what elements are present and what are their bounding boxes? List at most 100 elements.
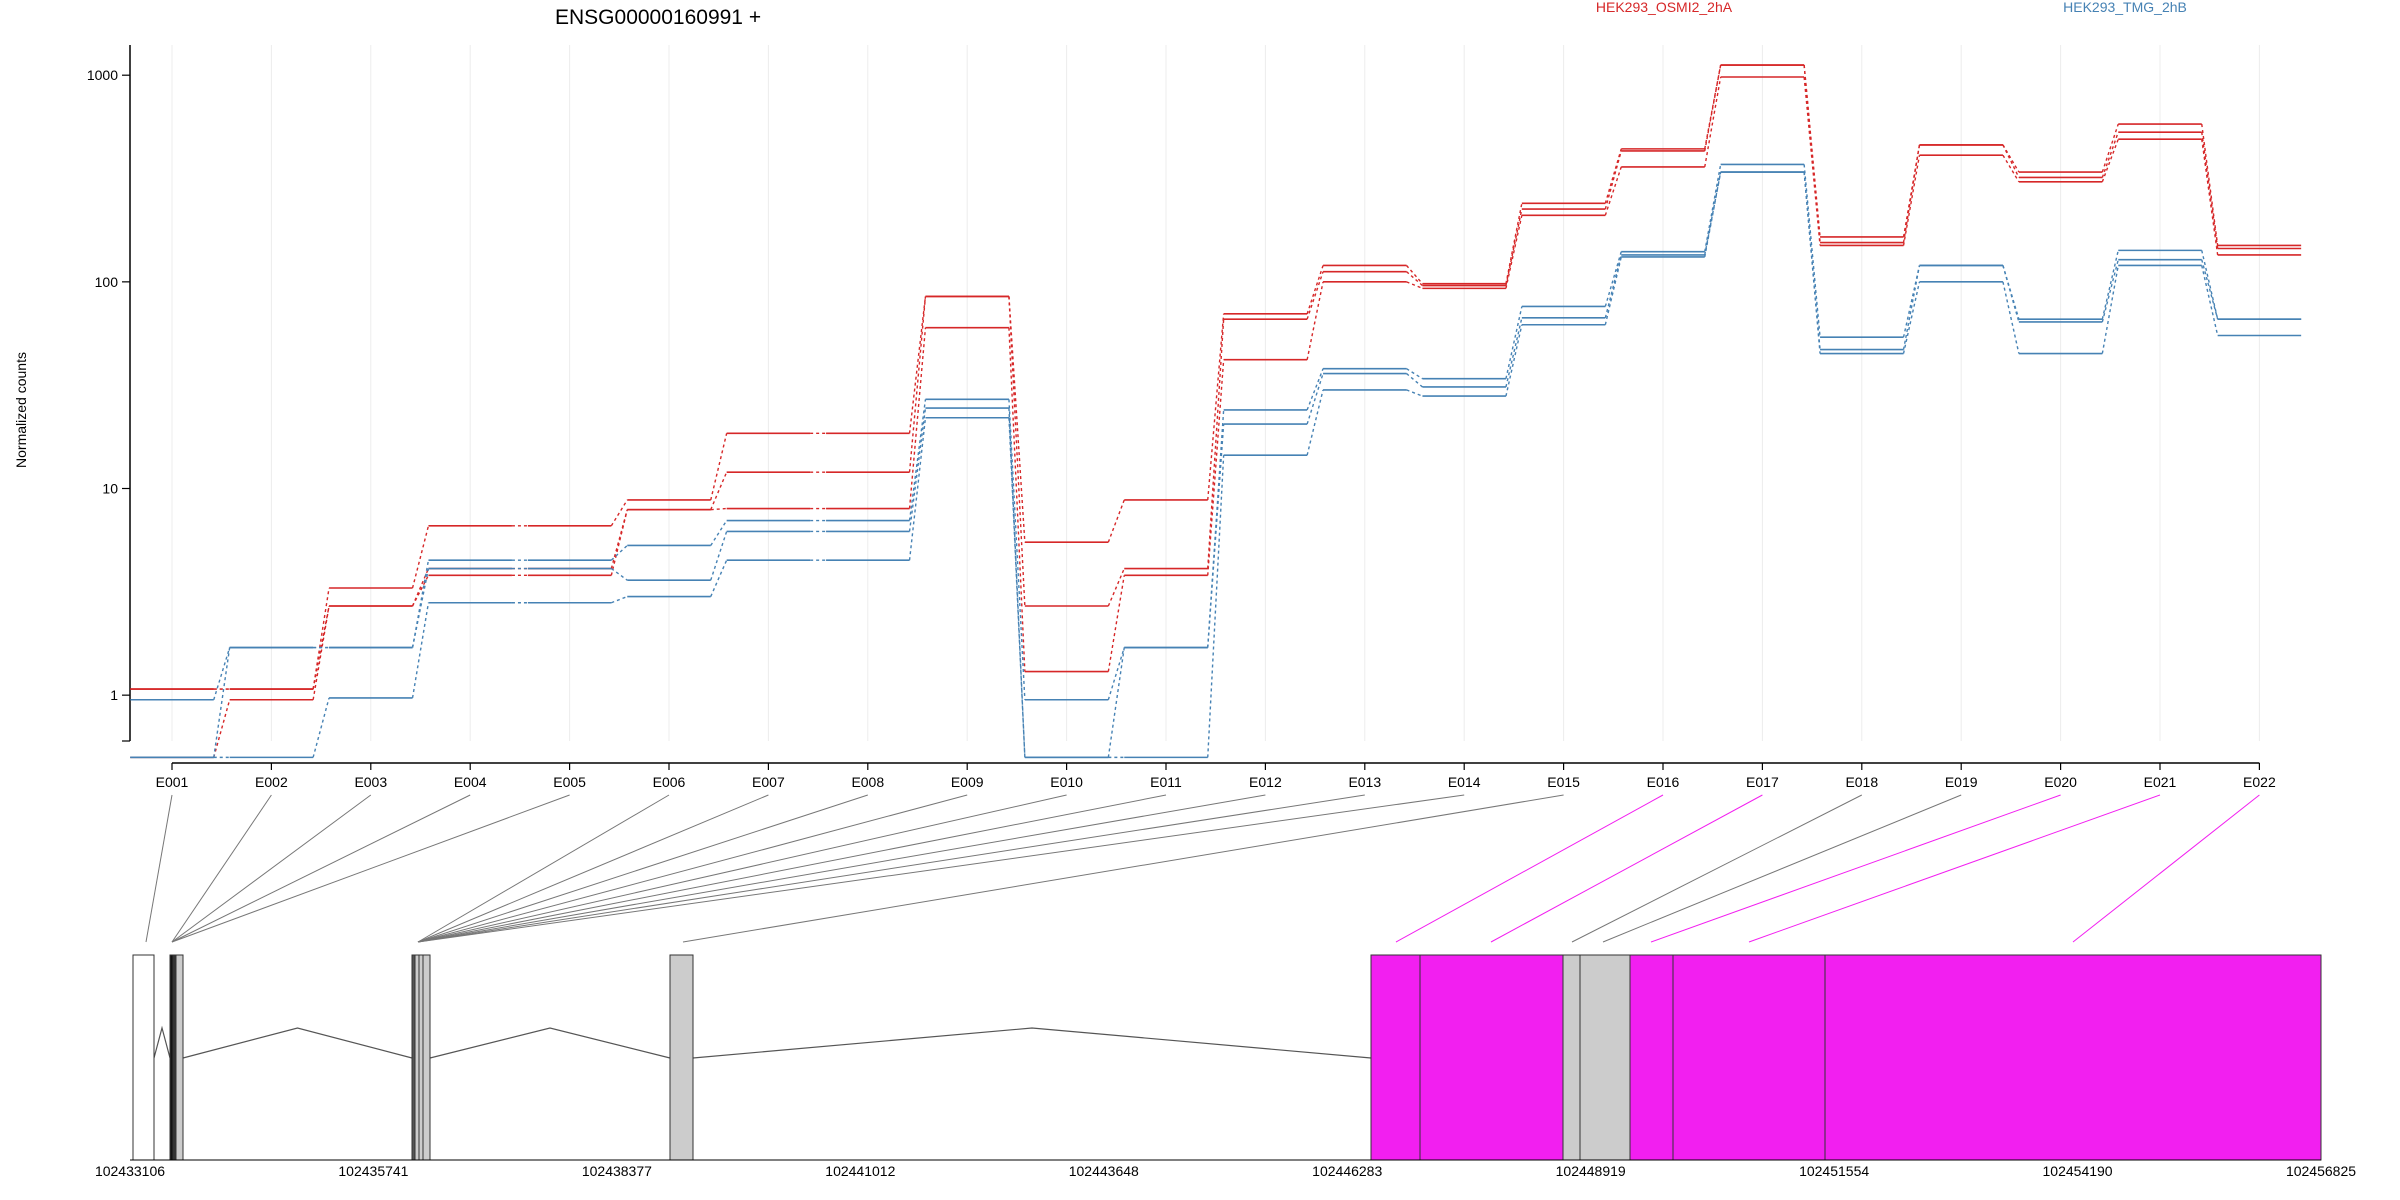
series-transition	[908, 296, 927, 473]
series-transition	[710, 520, 728, 546]
series-transition	[1107, 647, 1125, 758]
gene-model	[132, 954, 2322, 1161]
series-transition	[710, 471, 728, 510]
x-tick-label: E022	[2243, 774, 2276, 790]
series-transition	[1207, 409, 1225, 648]
exon-connector	[1490, 794, 1763, 943]
exon-connector	[417, 794, 868, 943]
x-tick-label: E005	[553, 774, 586, 790]
series-transition	[1406, 389, 1423, 397]
series-transition	[2101, 259, 2119, 323]
genomic-tick-label: 102435741	[338, 1163, 408, 1179]
series-transition	[2002, 154, 2020, 183]
series-transition	[1406, 373, 1423, 388]
genomic-tick-label: 102433106	[95, 1163, 165, 1179]
series-transition	[710, 433, 728, 501]
series-transition	[1207, 313, 1225, 501]
exon-box	[418, 954, 424, 1161]
x-tick-label: E002	[255, 774, 288, 790]
exon-connector	[682, 794, 1564, 943]
series-transition	[1107, 499, 1125, 543]
intron-line	[692, 1027, 1372, 1059]
series-transition	[1306, 368, 1324, 411]
series-transition	[1902, 265, 1921, 350]
exon-box	[175, 954, 184, 1161]
x-tick-label: E010	[1050, 774, 1083, 790]
x-tick-label: E020	[2044, 774, 2077, 790]
series-transition	[1505, 203, 1523, 284]
legend: HEK293_OSMI2_2hA HEK293_TMG_2hB	[1596, 0, 2187, 15]
exon-connector	[2072, 794, 2260, 943]
exon-box	[1672, 954, 1826, 1161]
exon-connector	[145, 794, 173, 943]
intron-line	[153, 1025, 171, 1059]
x-tick-layer: E001 E002 E003 E004 E005 E006 E007 E008 E009 E010…	[156, 763, 2276, 790]
y-tick-label: 100	[95, 274, 119, 290]
intron-line	[182, 1027, 413, 1059]
series-transition	[1008, 408, 1026, 758]
series-transition	[213, 699, 231, 758]
series-transition	[1306, 373, 1324, 425]
series-transition	[2101, 131, 2119, 178]
series-transition	[1902, 144, 1921, 243]
x-tick-label: E004	[454, 774, 487, 790]
series-transition	[908, 327, 927, 509]
genomic-tick-label: 102441012	[825, 1163, 895, 1179]
series-transition	[610, 499, 628, 527]
series-transition	[1803, 164, 1821, 338]
series-transition	[1207, 455, 1225, 758]
series-transition	[2101, 123, 2119, 173]
series-transition	[1008, 399, 1026, 700]
grid-layer	[171, 45, 2260, 741]
series-transition	[710, 559, 728, 597]
series-layer	[130, 64, 2302, 759]
genomic-axis: 102433106 102435741 102438377 102441012 1024…	[95, 1159, 2356, 1179]
genomic-tick-label: 102448919	[1556, 1163, 1626, 1179]
exon-box	[1370, 954, 1421, 1161]
series-HEK293_OSMI2_2hA	[130, 76, 2302, 759]
series-HEK293_TMG_2hB	[130, 171, 2302, 759]
series-transition	[1406, 368, 1423, 380]
series-transition	[1306, 271, 1324, 320]
series-transition	[2201, 265, 2219, 336]
series-transition	[1604, 150, 1622, 210]
genomic-tick-label: 102451554	[1799, 1163, 1869, 1179]
x-tick-label: E008	[851, 774, 884, 790]
series-transition	[2002, 281, 2020, 354]
series-transition	[1306, 281, 1324, 360]
exon-connector	[417, 794, 1365, 943]
exon-box	[422, 954, 431, 1161]
exon-connector	[171, 794, 570, 943]
x-tick-label: E006	[653, 774, 686, 790]
series-transition	[1704, 171, 1722, 258]
series-transition	[411, 602, 430, 699]
exon-connector	[1650, 794, 2061, 943]
x-tick-label: E013	[1348, 774, 1381, 790]
series-transition	[710, 507, 727, 511]
x-tick-label: E015	[1547, 774, 1580, 790]
series-transition	[1902, 155, 1921, 246]
series-transition	[2002, 265, 2020, 323]
x-tick-label: E009	[951, 774, 984, 790]
series-transition	[611, 595, 628, 604]
x-tick-label: E021	[2144, 774, 2177, 790]
x-tick-label: E001	[156, 774, 189, 790]
exon-connector	[417, 794, 769, 943]
x-tick-label: E012	[1249, 774, 1282, 790]
series-transition	[2101, 138, 2119, 183]
exon-connector	[171, 794, 372, 943]
x-tick-label: E017	[1746, 774, 1779, 790]
series-transition	[411, 568, 430, 648]
exon-connector	[1395, 794, 1664, 943]
exon-box	[1579, 954, 1631, 1161]
x-tick-label: E016	[1647, 774, 1680, 790]
axis-layer: ENSG00000160991 + Normalized counts	[13, 6, 2260, 764]
genomic-tick-label: 102454190	[2043, 1163, 2113, 1179]
series-transition	[1704, 64, 1722, 152]
exon-connector	[417, 794, 670, 943]
series-transition	[1704, 164, 1722, 252]
exon-connector	[1571, 794, 1863, 943]
exon-connector	[417, 794, 1067, 943]
genomic-tick-label: 102438377	[582, 1163, 652, 1179]
series-transition	[908, 296, 927, 434]
